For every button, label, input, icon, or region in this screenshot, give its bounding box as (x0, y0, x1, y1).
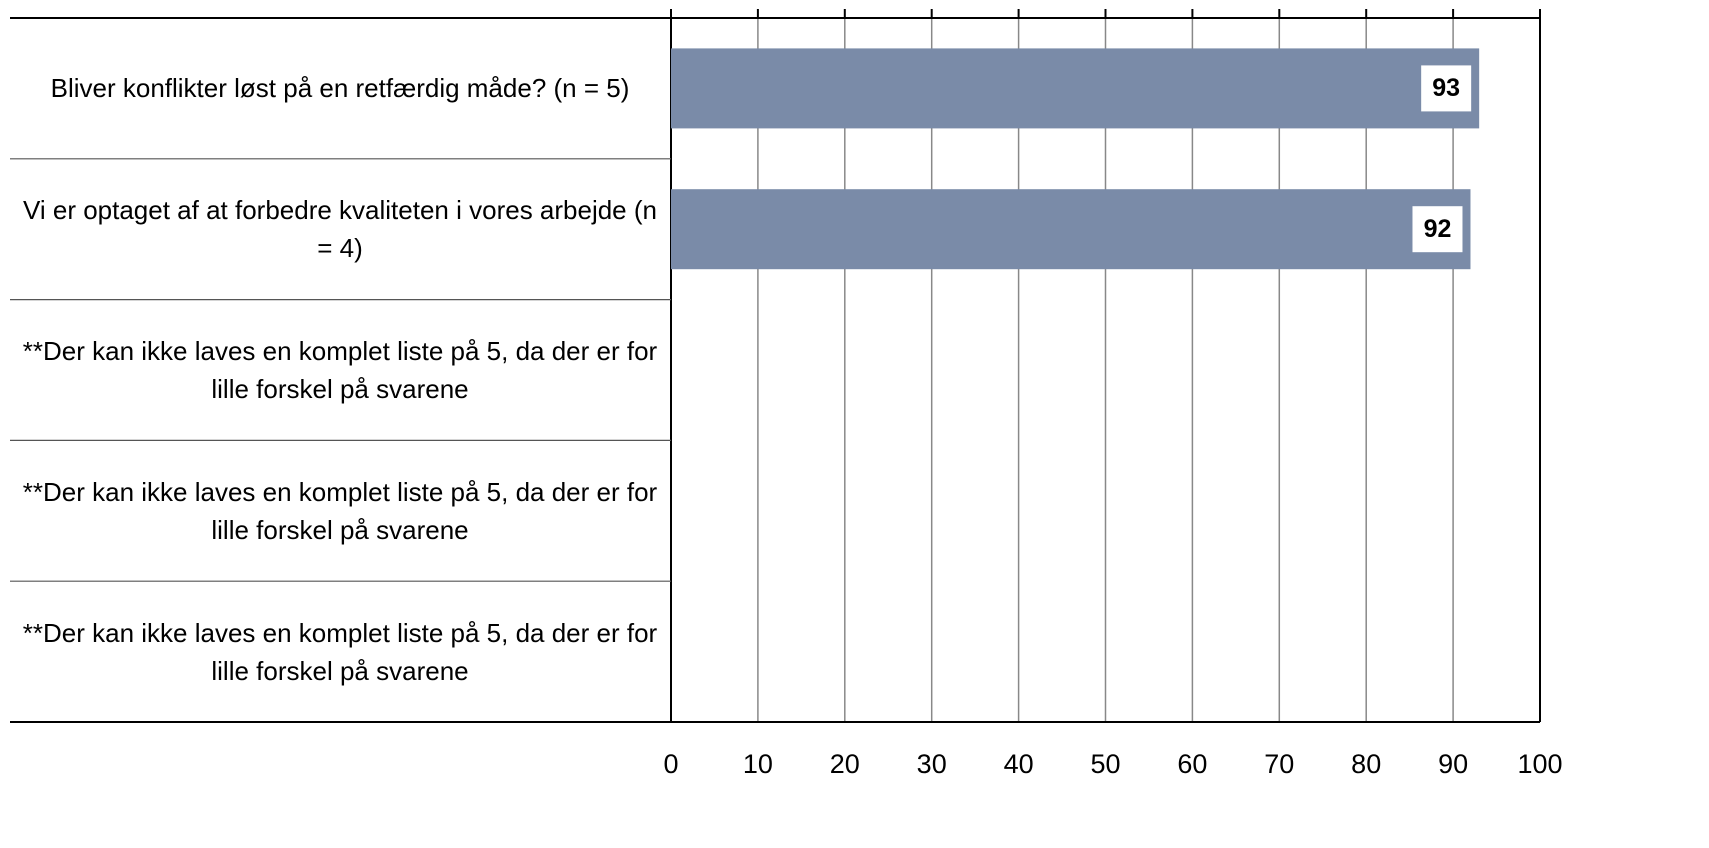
x-tick-label: 90 (1438, 749, 1468, 779)
x-tick-label: 100 (1517, 749, 1562, 779)
bar (671, 48, 1480, 129)
category-label: **Der kan ikke laves en komplet liste på… (22, 335, 658, 404)
data-label-box (1421, 65, 1472, 112)
data-label: 93 (1432, 74, 1460, 102)
data-label: 92 (1424, 215, 1452, 243)
x-tick-label: 30 (917, 749, 947, 779)
x-tick-label: 20 (830, 749, 860, 779)
x-tick-label: 70 (1264, 749, 1294, 779)
x-tick-label: 40 (1004, 749, 1034, 779)
category-label: **Der kan ikke laves en komplet liste på… (22, 476, 658, 545)
bar (671, 189, 1471, 270)
data-label-box (1412, 206, 1463, 253)
x-tick-label: 10 (743, 749, 773, 779)
category-label: **Der kan ikke laves en komplet liste på… (22, 617, 658, 686)
category-label: Bliver konflikter løst på en retfærdig m… (50, 73, 630, 104)
x-tick-label: 50 (1090, 749, 1120, 779)
x-tick-label: 80 (1351, 749, 1381, 779)
category-label: Vi er optaget af at forbedre kvaliteten … (22, 195, 657, 264)
x-tick-label: 0 (663, 749, 678, 779)
x-tick-label: 60 (1177, 749, 1207, 779)
